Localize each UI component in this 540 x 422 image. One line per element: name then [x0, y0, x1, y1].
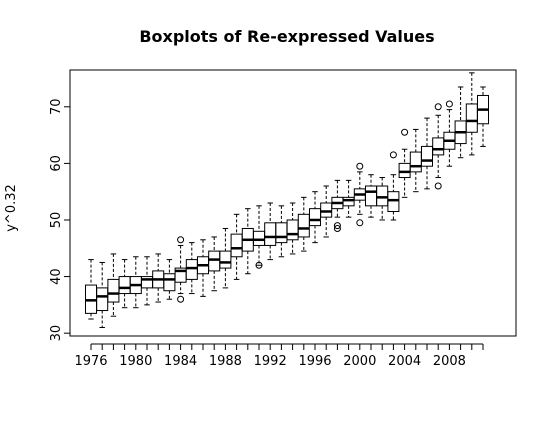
box-iqr [365, 185, 377, 207]
box-2005 [409, 128, 422, 193]
x-tick-label: 1976 [74, 354, 107, 369]
box-iqr [118, 276, 131, 295]
x-tick-label: 2008 [433, 354, 466, 369]
box-1993 [275, 205, 288, 258]
box-1998 [331, 179, 344, 232]
outlier-point [445, 100, 453, 108]
x-axis: 1976 1980 1984 1988 1992 1996 2000 2004 2008 [74, 343, 484, 369]
box-iqr [219, 250, 232, 269]
boxplot-series [85, 72, 489, 329]
box-1988 [219, 227, 232, 289]
outlier-point [356, 219, 364, 227]
box-iqr [264, 222, 277, 246]
box-1977 [96, 261, 109, 329]
box-1978 [107, 253, 120, 317]
box-2007 [432, 103, 445, 190]
box-iqr [163, 273, 176, 292]
box-2010 [465, 72, 478, 156]
outlier-point [434, 103, 442, 111]
box-1989 [230, 213, 243, 280]
x-tick-label: 1984 [164, 354, 197, 369]
y-tick-label: 50 [49, 212, 64, 229]
box-iqr [309, 208, 321, 227]
x-tick-label: 1992 [254, 354, 287, 369]
box-1984 [174, 236, 187, 303]
box-iqr [286, 219, 299, 241]
outlier-point [434, 182, 442, 190]
box-iqr [320, 202, 333, 218]
box-iqr [465, 103, 478, 133]
box-iqr [230, 233, 243, 258]
box-iqr [208, 250, 221, 272]
y-tick-label: 70 [49, 99, 64, 116]
outlier-point [333, 222, 341, 230]
y-tick-label: 30 [49, 325, 64, 342]
outlier-point [356, 162, 364, 170]
box-1979 [118, 259, 131, 309]
box-iqr [107, 278, 120, 303]
y-axis-label: y^0.32 [4, 184, 19, 232]
box-iqr [253, 230, 265, 246]
box-2008 [443, 100, 456, 167]
box-1981 [141, 256, 153, 306]
y-tick-label: 40 [49, 268, 64, 285]
box-1990 [241, 208, 254, 275]
box-2001 [365, 174, 377, 218]
box-1987 [208, 236, 221, 292]
x-tick-label: 1980 [119, 354, 152, 369]
outlier-point [177, 236, 185, 244]
outlier-point [389, 151, 397, 159]
box-1995 [297, 196, 310, 252]
box-iqr [387, 191, 400, 212]
box-iqr [275, 222, 288, 244]
outlier-point [401, 128, 409, 136]
box-iqr [409, 151, 422, 173]
box-iqr [96, 287, 109, 312]
outlier-point [177, 295, 185, 303]
box-1986 [197, 239, 209, 297]
x-tick-label: 2000 [343, 354, 376, 369]
y-tick-label: 60 [49, 155, 64, 172]
box-1980 [129, 256, 142, 309]
box-1999 [342, 179, 355, 218]
outlier-point [333, 224, 341, 232]
x-tick-label: 1988 [209, 354, 242, 369]
box-1991 [253, 205, 265, 269]
box-1985 [185, 242, 198, 295]
x-tick-label: 1996 [298, 354, 331, 369]
box-2009 [454, 86, 467, 159]
box-iqr [185, 259, 198, 280]
box-1996 [309, 191, 321, 244]
box-iqr [297, 213, 310, 238]
box-2004 [398, 128, 411, 198]
box-1983 [163, 259, 176, 300]
box-2002 [376, 177, 389, 221]
x-tick-label: 2004 [388, 354, 421, 369]
box-1992 [264, 202, 277, 261]
box-2003 [387, 151, 400, 221]
box-iqr [342, 196, 355, 207]
box-iqr [376, 185, 389, 207]
box-2011 [477, 86, 489, 147]
box-iqr [421, 145, 433, 167]
box-1997 [320, 185, 333, 238]
chart-title: Boxplots of Re-expressed Values [139, 27, 434, 46]
box-2006 [421, 117, 433, 190]
outlier-point [255, 261, 263, 269]
box-iqr [398, 162, 411, 179]
box-iqr [432, 137, 445, 156]
y-axis: 30 40 50 60 70 [49, 99, 71, 342]
box-1994 [286, 202, 299, 255]
box-2000 [353, 162, 366, 227]
box-1976 [85, 259, 97, 320]
box-1982 [152, 253, 165, 303]
